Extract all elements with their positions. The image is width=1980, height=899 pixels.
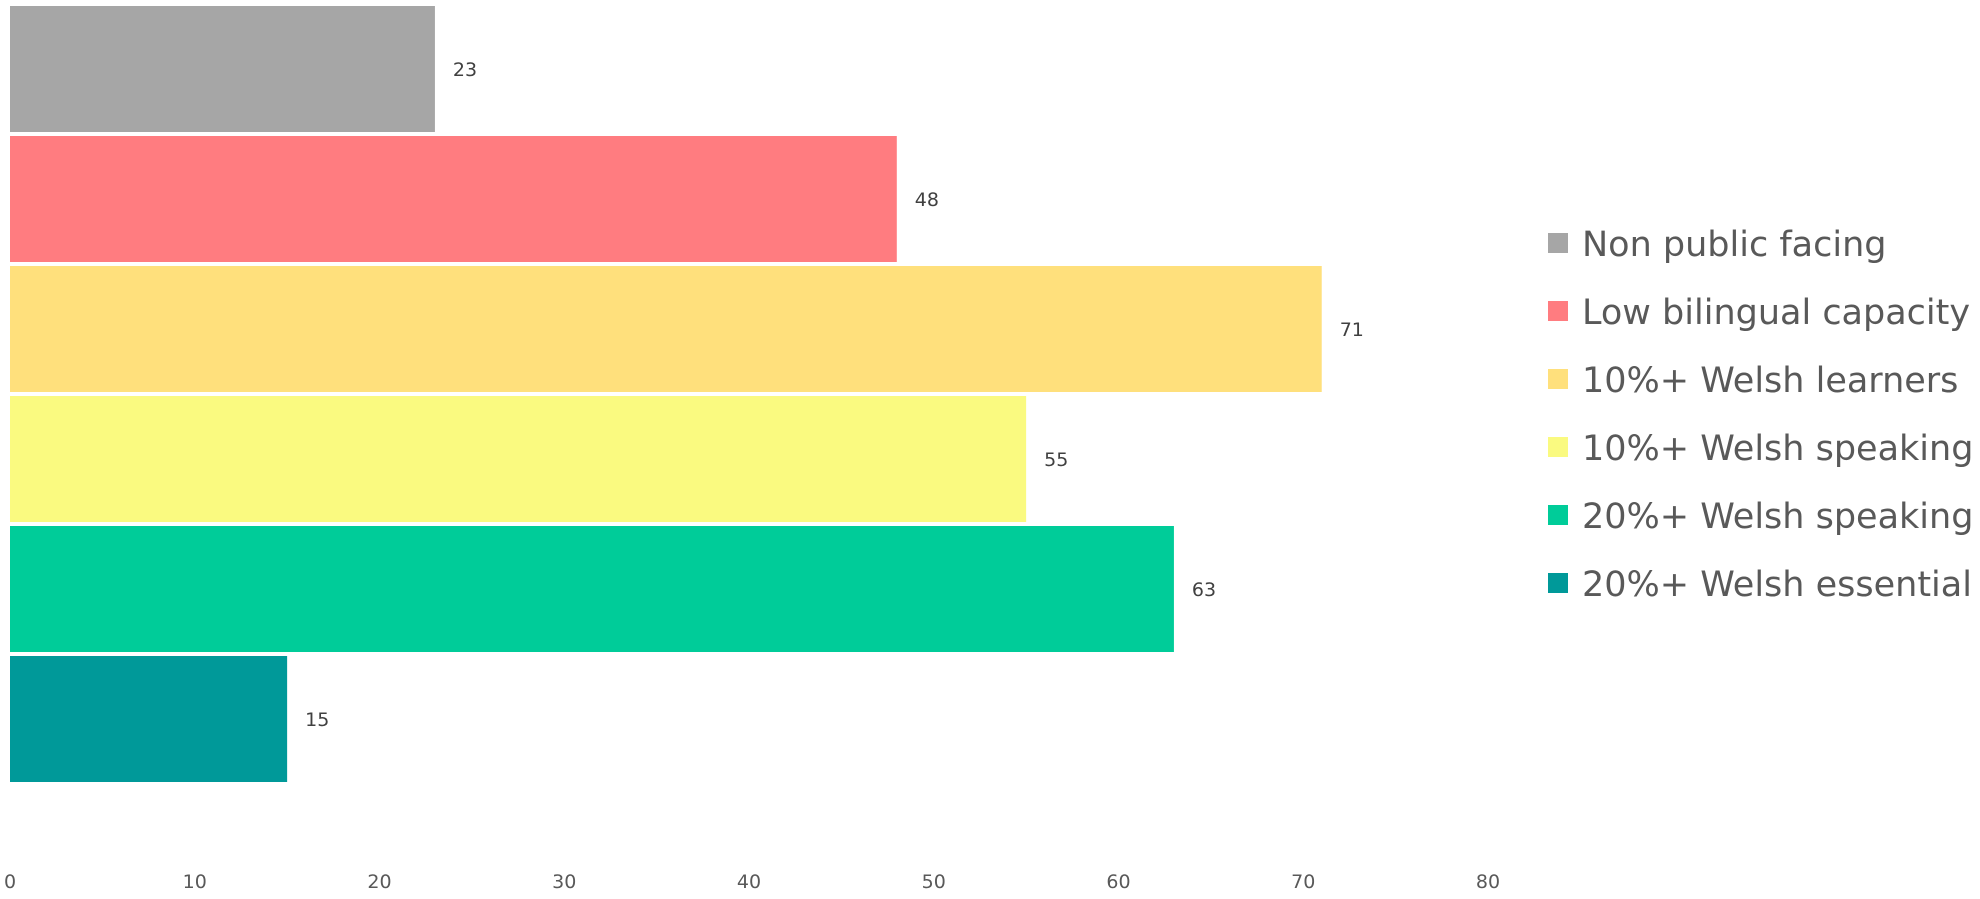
legend-label-4: 10%+ Welsh speaking xyxy=(1582,429,1973,469)
x-tick-label: 60 xyxy=(1106,871,1130,893)
data-label-1: 23 xyxy=(453,59,477,81)
legend-swatch-6 xyxy=(1548,573,1568,593)
legend-label-1: Non public facing xyxy=(1582,225,1886,265)
bar-3 xyxy=(10,266,1322,392)
legend-label-3: 10%+ Welsh learners xyxy=(1582,361,1958,401)
legend-swatch-2 xyxy=(1548,301,1568,321)
x-tick-label: 0 xyxy=(4,871,16,893)
x-tick-label: 70 xyxy=(1291,871,1315,893)
legend-swatch-1 xyxy=(1548,233,1568,253)
data-label-4: 55 xyxy=(1044,449,1068,471)
x-tick-label: 10 xyxy=(183,871,207,893)
bar-6 xyxy=(10,656,288,782)
data-label-3: 71 xyxy=(1340,319,1364,341)
legend-label-5: 20%+ Welsh speaking xyxy=(1582,497,1973,537)
x-tick-label: 20 xyxy=(367,871,391,893)
bar-1 xyxy=(10,6,435,132)
x-tick-label: 30 xyxy=(552,871,576,893)
legend: Non public facing Low bilingual capacity 1… xyxy=(1548,225,1973,605)
x-tick-label: 80 xyxy=(1476,871,1500,893)
x-tick-label: 40 xyxy=(737,871,761,893)
bar-4 xyxy=(10,396,1027,522)
legend-label-6: 20%+ Welsh essential xyxy=(1582,565,1972,605)
data-label-6: 15 xyxy=(305,709,329,731)
data-labels-group: 23 48 71 55 63 15 xyxy=(305,59,1364,731)
x-axis: 0 10 20 30 40 50 60 70 80 xyxy=(4,871,1500,893)
legend-label-2: Low bilingual capacity xyxy=(1582,293,1970,333)
data-label-5: 63 xyxy=(1192,579,1216,601)
bar-5 xyxy=(10,526,1174,652)
bars-group xyxy=(10,6,1322,782)
x-tick-label: 50 xyxy=(922,871,946,893)
data-label-2: 48 xyxy=(915,189,939,211)
legend-swatch-3 xyxy=(1548,369,1568,389)
legend-swatch-5 xyxy=(1548,505,1568,525)
legend-swatch-4 xyxy=(1548,437,1568,457)
bar-2 xyxy=(10,136,897,262)
